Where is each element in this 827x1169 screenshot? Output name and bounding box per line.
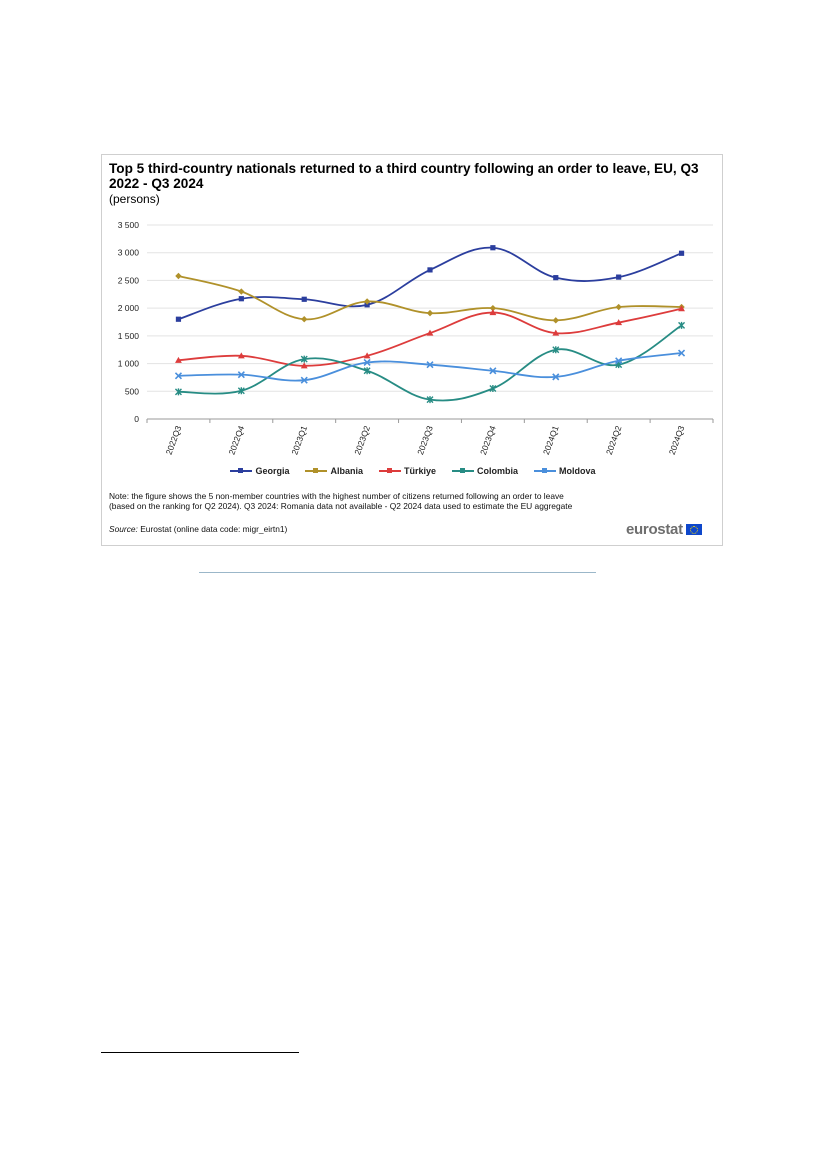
data-point: [238, 288, 245, 295]
eurostat-logo: eurostat: [626, 521, 702, 538]
chart-note: Note: the figure shows the 5 non-member …: [109, 491, 573, 511]
series-line-colombia: [178, 324, 683, 402]
eu-flag-icon: [685, 524, 702, 535]
legend-label: Albania: [330, 466, 363, 476]
series-line-türkiye: [178, 307, 682, 367]
source-label: Source:: [109, 524, 138, 534]
data-point: [301, 296, 307, 302]
data-point: [678, 321, 686, 329]
data-point: [237, 371, 245, 379]
legend-swatch: [378, 468, 401, 473]
data-point: [553, 275, 559, 281]
data-point: [427, 267, 433, 273]
data-point: [426, 329, 434, 336]
data-point: [237, 387, 245, 395]
data-point: [300, 355, 308, 363]
data-point: [426, 309, 434, 317]
y-tick-label: 3 000: [118, 248, 140, 258]
data-point: [363, 358, 371, 367]
chart-legend: Georgia Albania Türkiye Colombia Moldova: [102, 466, 724, 476]
y-tick-label: 1 000: [118, 359, 140, 369]
line-chart: 0 500 1 000 1 500 2 000 2 500 3 000 3 500 2022Q3…: [118, 220, 714, 456]
data-point: [175, 316, 182, 322]
data-point: [363, 367, 371, 375]
data-point: [552, 373, 560, 381]
legend-swatch: [305, 468, 328, 473]
separator-line: [199, 572, 596, 573]
chart-source: Source: Eurostat (online data code: migr…: [109, 524, 287, 534]
x-tick-label: 2024Q3: [667, 424, 687, 456]
data-point: [552, 346, 560, 354]
source-text: Eurostat (online data code: migr_eirtn1): [140, 524, 288, 534]
data-point: [364, 302, 370, 308]
legend-item: Colombia: [452, 466, 518, 476]
legend-swatch: [452, 468, 474, 473]
data-point: [238, 296, 244, 302]
y-tick-label: 1 500: [118, 331, 140, 341]
data-point: [301, 316, 308, 323]
data-point: [552, 317, 559, 324]
data-point: [175, 272, 182, 280]
data-point: [300, 376, 308, 384]
x-tick-label: 2023Q3: [415, 424, 435, 456]
y-tick-label: 2 000: [118, 303, 140, 313]
data-point: [174, 372, 183, 380]
data-point: [363, 352, 371, 359]
chart-subtitle: (persons): [109, 192, 160, 206]
y-tick-label: 2 500: [118, 275, 140, 285]
eurostat-wordmark: eurostat: [626, 521, 683, 538]
data-point: [175, 356, 182, 363]
data-point: [677, 349, 686, 357]
legend-item: Türkiye: [378, 466, 436, 476]
legend-label: Georgia: [255, 466, 290, 476]
chart-container: Top 5 third-country nationals returned t…: [101, 154, 723, 546]
y-tick-label: 500: [125, 386, 139, 396]
data-point: [490, 245, 496, 251]
legend-item: Moldova: [534, 466, 596, 476]
legend-label: Türkiye: [403, 466, 436, 476]
data-point: [615, 319, 623, 326]
legend-swatch: [230, 468, 253, 473]
legend-label: Colombia: [477, 466, 519, 476]
data-point: [552, 329, 560, 336]
data-point: [300, 362, 308, 369]
data-point: [489, 367, 497, 375]
legend-item: Georgia: [230, 466, 289, 476]
data-point: [678, 305, 685, 312]
x-tick-label: 2024Q2: [604, 424, 624, 456]
x-tick-label: 2023Q4: [478, 424, 498, 456]
y-tick-label: 3 500: [118, 220, 140, 230]
x-tick-label: 2024Q1: [541, 424, 561, 456]
legend-swatch: [534, 468, 557, 473]
data-point: [426, 396, 434, 404]
data-point: [426, 361, 434, 369]
x-tick-label: 2022Q3: [164, 424, 184, 456]
data-point: [489, 309, 497, 316]
data-point: [615, 303, 622, 311]
legend-item: Albania: [305, 466, 363, 476]
x-tick-label: 2022Q4: [226, 424, 246, 456]
x-tick-label: 2023Q2: [352, 424, 372, 456]
chart-title: Top 5 third-country nationals returned t…: [109, 161, 699, 191]
y-tick-label: 0: [134, 414, 139, 424]
x-tick-label: 2023Q1: [289, 424, 309, 456]
legend-label: Moldova: [559, 466, 596, 476]
data-point: [615, 357, 623, 365]
data-point: [678, 250, 685, 256]
data-point: [616, 274, 622, 280]
data-point: [237, 352, 245, 359]
data-point: [489, 385, 497, 393]
footnote-rule: [101, 1052, 299, 1053]
data-point: [174, 388, 182, 396]
